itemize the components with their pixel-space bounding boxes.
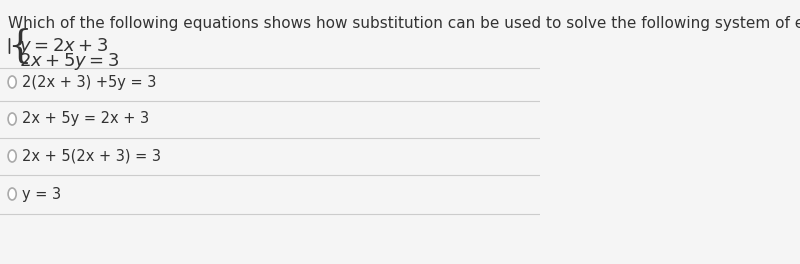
Circle shape xyxy=(8,76,16,88)
Text: $2x + 5y = 3$: $2x + 5y = 3$ xyxy=(19,51,119,72)
Circle shape xyxy=(8,150,16,162)
Text: 2x + 5y = 2x + 3: 2x + 5y = 2x + 3 xyxy=(22,111,149,126)
Text: {: { xyxy=(6,27,31,64)
Text: 2x + 5(2x + 3) = 3: 2x + 5(2x + 3) = 3 xyxy=(22,148,161,163)
Text: Which of the following equations shows how substitution can be used to solve the: Which of the following equations shows h… xyxy=(8,16,800,31)
Circle shape xyxy=(8,188,16,200)
Text: 2(2x + 3) +5y = 3: 2(2x + 3) +5y = 3 xyxy=(22,74,156,89)
Text: y = 3: y = 3 xyxy=(22,186,61,201)
Text: $y = 2x + 3$: $y = 2x + 3$ xyxy=(19,36,108,57)
Circle shape xyxy=(8,113,16,125)
